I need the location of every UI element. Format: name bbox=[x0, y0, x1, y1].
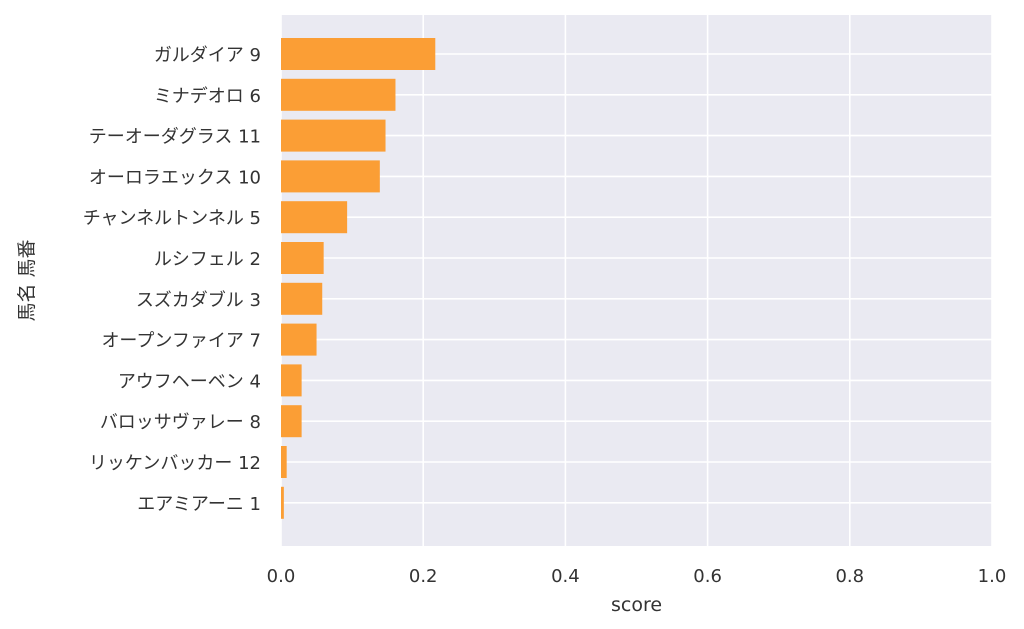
x-tick-label: 0.8 bbox=[835, 566, 864, 587]
bar bbox=[281, 446, 287, 478]
bar bbox=[281, 323, 317, 356]
x-tick-label: 0.0 bbox=[267, 566, 296, 587]
x-tick-label: 0.4 bbox=[551, 566, 580, 587]
grid-lines bbox=[280, 15, 993, 546]
category-label: スズカダブル 3 bbox=[136, 289, 261, 311]
bar bbox=[281, 405, 302, 438]
plot-area bbox=[281, 15, 992, 546]
bar bbox=[281, 282, 323, 315]
bar bbox=[281, 242, 324, 274]
bar bbox=[281, 201, 348, 234]
category-label: エアミアーニ 1 bbox=[137, 494, 261, 515]
bar bbox=[281, 38, 436, 70]
category-label: ミナデオロ 6 bbox=[154, 86, 261, 107]
x-tick-labels: 0.0 0.2 0.4 0.6 0.8 1.0 bbox=[267, 566, 1007, 587]
x-axis-label: score bbox=[611, 594, 662, 616]
category-labels: ガルダイア 9 ミナデオロ 6 テーオーダグラス 11 オーロラエックス 10 チャンネ… bbox=[83, 45, 261, 515]
category-label: ルシフェル 2 bbox=[154, 249, 261, 270]
category-label: リッケンバッカー 12 bbox=[89, 453, 261, 474]
x-tick-label: 0.6 bbox=[693, 566, 722, 587]
bar bbox=[281, 160, 380, 193]
category-label: オープンファイア 7 bbox=[101, 331, 261, 352]
bar bbox=[281, 364, 302, 397]
x-tick-label: 0.2 bbox=[409, 566, 438, 587]
category-label: ガルダイア 9 bbox=[154, 45, 261, 66]
category-label: オーロラエックス 10 bbox=[89, 167, 261, 188]
y-axis-label: 馬名 馬番 bbox=[16, 239, 38, 321]
category-label: テーオーダグラス 11 bbox=[89, 127, 261, 148]
bar bbox=[281, 119, 386, 152]
category-label: チャンネルトンネル 5 bbox=[83, 208, 261, 229]
bars bbox=[281, 38, 436, 519]
x-tick-label: 1.0 bbox=[978, 566, 1007, 587]
category-label: アウフヘーベン 4 bbox=[118, 371, 261, 392]
bar bbox=[281, 486, 284, 519]
category-label: バロッサヴァレー 8 bbox=[100, 412, 261, 433]
bar bbox=[281, 78, 396, 111]
